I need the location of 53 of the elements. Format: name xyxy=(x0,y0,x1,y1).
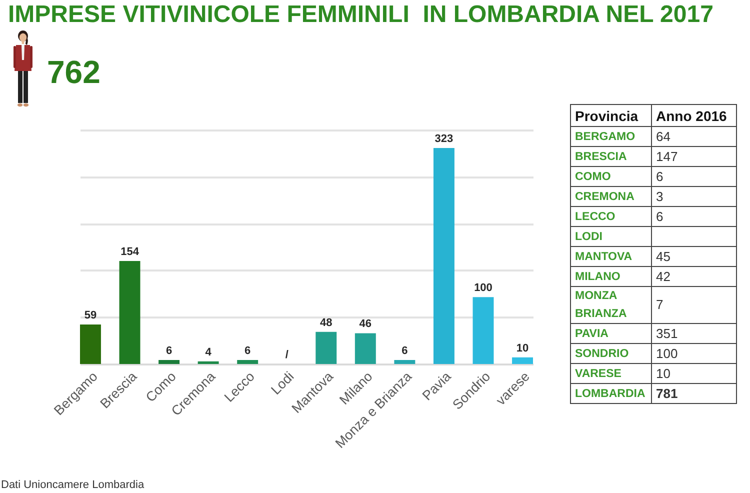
data-label: 147 xyxy=(652,146,736,166)
data-label: 781 xyxy=(652,384,736,404)
data-label: 6 xyxy=(652,206,736,226)
data-label: 42 xyxy=(652,266,736,286)
bar xyxy=(354,333,376,364)
data-label: 323 xyxy=(434,133,454,146)
bar xyxy=(237,360,258,364)
data-label: 100 xyxy=(474,282,492,294)
text: Provincia xyxy=(570,104,652,126)
category-label: MANTOVA xyxy=(570,246,652,266)
category-label: SONDRIO xyxy=(570,344,652,364)
data-label: 6 xyxy=(652,166,736,186)
bar xyxy=(316,332,337,364)
chart-subtitle: 762 xyxy=(47,54,100,91)
bar xyxy=(394,360,416,364)
category-label: LODI xyxy=(570,226,652,246)
data-label: 6 xyxy=(244,344,251,357)
category-label: MONZA BRIANZA xyxy=(570,286,652,324)
category-label: MILANO xyxy=(570,266,652,286)
data-label: 6 xyxy=(166,344,172,357)
data-label: 10 xyxy=(516,342,529,354)
category-label: LOMBARDIA xyxy=(570,384,652,404)
data-label: 4 xyxy=(205,346,212,358)
data-label: 64 xyxy=(652,126,736,146)
data-label: 7 xyxy=(652,286,736,324)
category-label: PAVIA xyxy=(570,324,652,344)
bar xyxy=(433,148,454,364)
data-label: 59 xyxy=(84,310,97,322)
data-label: 6 xyxy=(402,344,408,357)
data-label: 100 xyxy=(652,344,736,364)
bar xyxy=(198,361,219,364)
category-label: LECCO xyxy=(570,206,652,226)
category-label: BRESCIA xyxy=(570,146,652,166)
chart-title: IMPRESE VITIVINICOLE FEMMINILI IN LOMBARDIA NEL 2017 xyxy=(8,1,714,29)
data-label: 10 xyxy=(652,364,736,384)
data-label: 351 xyxy=(652,324,736,344)
bar xyxy=(512,357,533,364)
category-label: BERGAMO xyxy=(570,126,652,146)
data-label: 3 xyxy=(652,186,736,206)
data-label: 46 xyxy=(359,318,372,330)
bar xyxy=(119,261,140,364)
text: Anno 2016 xyxy=(652,104,736,126)
data-label: 154 xyxy=(120,246,140,258)
data-label: 48 xyxy=(320,316,332,329)
bar xyxy=(472,297,494,364)
text: Dati Unioncamere Lombardia xyxy=(1,479,144,491)
bar xyxy=(158,360,180,364)
data-label: 45 xyxy=(652,246,736,266)
text: / xyxy=(285,349,288,361)
category-label: CREMONA xyxy=(570,186,652,206)
category-label: VARESE xyxy=(570,364,652,384)
category-label: COMO xyxy=(570,166,652,186)
bar xyxy=(80,324,101,364)
